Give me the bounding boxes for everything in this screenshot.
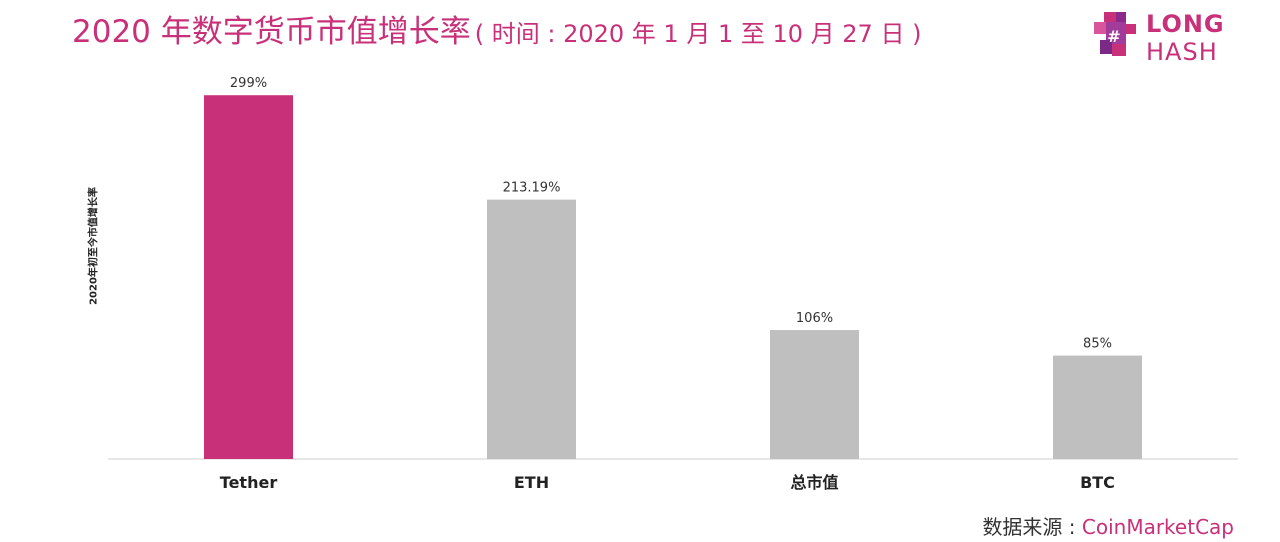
- data-source-name: CoinMarketCap: [1081, 515, 1234, 539]
- logo-text-hash: HASH: [1146, 38, 1218, 66]
- category-label-0: Tether: [220, 473, 278, 492]
- bar-2: [770, 330, 859, 459]
- category-label-1: ETH: [514, 473, 549, 492]
- data-label-1: 213.19%: [503, 181, 561, 196]
- chart-title: 2020 年数字货币市值增长率( 时间 : 2020 年 1 月 1 至 10 …: [72, 6, 921, 51]
- bar-3: [1053, 355, 1142, 459]
- data-source-prefix: 数据来源 :: [982, 515, 1082, 539]
- category-label-3: BTC: [1080, 473, 1115, 492]
- logo-text-long: LONG: [1146, 10, 1225, 38]
- data-label-3: 85%: [1083, 337, 1112, 352]
- bar-0: [204, 95, 293, 459]
- longhash-logo: # LONG HASH: [1090, 10, 1240, 70]
- chart-title-subtitle: ( 时间 : 2020 年 1 月 1 至 10 月 27 日 ): [474, 20, 922, 48]
- chart-title-main: 2020 年数字货币市值增长率: [72, 14, 471, 50]
- category-label-2: 总市值: [790, 473, 838, 492]
- data-source: 数据来源 : CoinMarketCap: [982, 511, 1234, 540]
- data-label-0: 299%: [230, 76, 267, 91]
- data-label-2: 106%: [796, 311, 833, 326]
- longhash-logo-icon: #: [1094, 12, 1136, 56]
- bar-1: [487, 199, 576, 459]
- svg-text:#: #: [1107, 27, 1120, 46]
